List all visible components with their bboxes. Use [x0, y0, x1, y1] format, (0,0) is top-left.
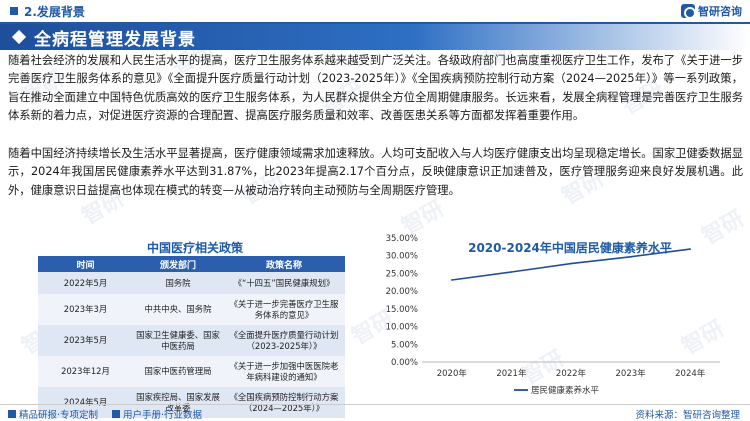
- y-tick-label: 5.00%: [391, 340, 418, 350]
- brand-logo-text: 智研咨询: [698, 5, 742, 18]
- y-tick-label: 0.00%: [391, 358, 418, 368]
- cell-issuer: 国家中医药管理局: [133, 356, 223, 387]
- manual-icon: [112, 409, 121, 418]
- y-tick-label: 10.00%: [386, 323, 418, 333]
- policy-table-title: 中国医疗相关政策: [146, 241, 243, 255]
- section-title: 2.发展背景: [24, 4, 85, 19]
- header-issuer: 颁发部门: [133, 256, 223, 272]
- y-tick-label: 35.00%: [386, 234, 418, 244]
- table-row: 2024年5月 国家疾控局、国家发展改革委 《全国疾病预防控制行动方案（2024…: [38, 387, 345, 418]
- cell-policy: 《全面提升医疗质量行动计划（2023-2025年）》: [223, 325, 345, 356]
- y-tick-label: 15.00%: [386, 305, 418, 315]
- page-title: 全病程管理发展背景: [34, 29, 196, 50]
- data-source: 资料来源：智研咨询整理: [635, 409, 740, 421]
- data-point: [689, 248, 691, 250]
- top-bar: 2.发展背景 智研咨询: [0, 0, 750, 22]
- market-paragraph: 随着中国经济持续增长及生活水平显著提高，医疗健康领域需求加速释放。人均可支配收入…: [8, 147, 743, 197]
- cell-date: 2023年5月: [38, 325, 133, 356]
- cell-issuer: 国家卫生健康委、国家中医药局: [133, 325, 223, 356]
- footer-right-item: 用户手册·行业数据: [112, 407, 202, 421]
- cell-date: 2022年5月: [38, 272, 133, 294]
- report-icon: [8, 409, 16, 418]
- cell-policy: 《全国疾病预防控制行动方案（2024—2025年）》: [223, 387, 345, 418]
- brand-logo: 智研咨询: [681, 3, 742, 19]
- data-point: [629, 255, 632, 258]
- data-point: [570, 262, 572, 265]
- cell-policy: 《关于进一步加强中医医院老年病科建设的通知》: [223, 356, 345, 387]
- chart-title: 2020-2024年中国居民健康素养水平: [468, 241, 672, 255]
- y-tick-label: 20.00%: [386, 287, 418, 297]
- health-literacy-line-chart: 0.00% 5.00% 10.00% 15.00% 20.00% 25.00% 30.00%…: [386, 234, 720, 396]
- x-tick-label: 2021年: [496, 368, 527, 379]
- footer-right-label: 用户手册·行业数据: [123, 409, 203, 421]
- header-date: 时间: [38, 256, 133, 272]
- header-divider: [0, 22, 750, 24]
- x-tick-label: 2022年: [556, 368, 587, 379]
- intro-paragraph: 随着社会经济的发展和人民生活水平的提高，医疗卫生服务体系越来越受到广泛关注。各级…: [8, 54, 743, 123]
- cell-date: 2023年3月: [38, 294, 133, 325]
- x-tick-label: 2023年: [616, 368, 647, 379]
- cell-policy: 《“十四五”国民健康规划》: [223, 272, 345, 294]
- cell-issuer: 国务院: [133, 272, 223, 294]
- data-point: [451, 279, 453, 281]
- cell-issuer: 中共中央、国务院: [133, 294, 223, 325]
- cell-issuer: 国家疾控局、国家发展改革委: [133, 387, 223, 418]
- table-row: 2023年3月 中共中央、国务院 《关于进一步完善医疗卫生服务体系的意见》: [38, 294, 345, 325]
- header-policy: 政策名称: [223, 256, 345, 272]
- diamond-icon: [11, 29, 27, 45]
- footer-left-item: 精品研报·专项定制: [8, 407, 98, 421]
- footer-divider: [0, 404, 750, 405]
- policy-table-header-row: 时间 颁发部门 政策名称: [38, 256, 345, 272]
- brand-logo-icon: [681, 4, 696, 19]
- table-row: 2023年12月 国家中医药管理局 《关于进一步加强中医医院老年病科建设的通知》: [38, 356, 345, 387]
- x-tick-label: 2024年: [675, 368, 706, 379]
- series-line: [451, 248, 691, 281]
- section-marker: [10, 7, 18, 15]
- cell-policy: 《关于进一步完善医疗卫生服务体系的意见》: [223, 294, 345, 325]
- footer-left-label: 精品研报·专项定制: [19, 409, 99, 421]
- data-point: [510, 271, 513, 273]
- table-row: 2022年5月 国务院 《“十四五”国民健康规划》: [38, 272, 345, 294]
- legend-label: 居民健康素养水平: [531, 385, 600, 396]
- cell-date: 2023年12月: [38, 356, 133, 387]
- x-tick-label: 2020年: [437, 368, 468, 379]
- y-tick-label: 30.00%: [386, 252, 418, 262]
- policy-table: 时间 颁发部门 政策名称 2022年5月 国务院 《“十四五”国民健康规划》 2…: [38, 256, 345, 418]
- table-row: 2023年5月 国家卫生健康委、国家中医药局 《全面提升医疗质量行动计划（202…: [38, 325, 345, 356]
- footer: 精品研报·专项定制 用户手册·行业数据 资料来源：智研咨询整理: [0, 406, 750, 421]
- title-banner: 全病程管理发展背景: [0, 24, 750, 50]
- y-tick-label: 25.00%: [386, 269, 418, 279]
